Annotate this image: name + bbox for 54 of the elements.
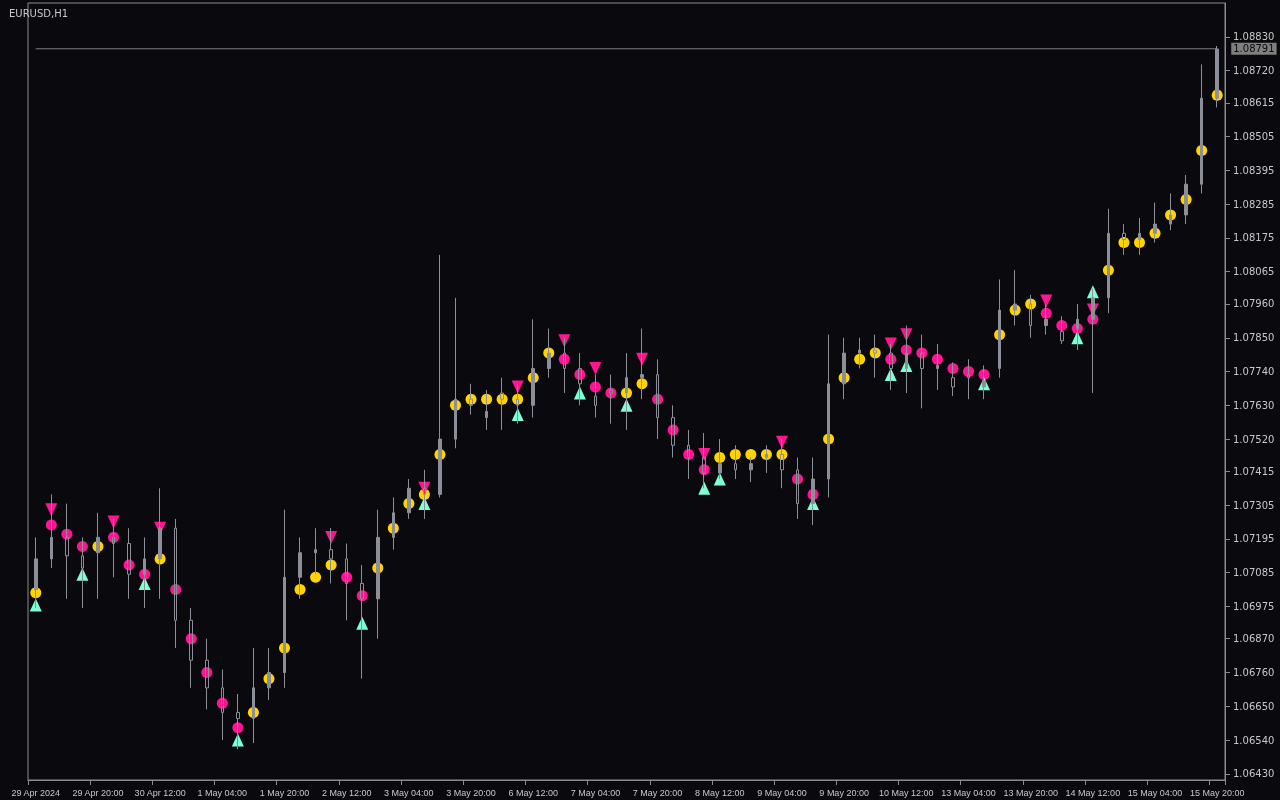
x-tick-label: 9 May 04:00 (757, 787, 807, 798)
ref-line-label: 1.08791 (1233, 43, 1275, 55)
point (713, 472, 726, 486)
x-tick-label: 7 May 04:00 (570, 787, 621, 798)
y-tick-label: 1.08065 (1233, 266, 1275, 278)
point (698, 481, 711, 495)
y-tick-label: 1.08720 (1233, 65, 1275, 77)
y-tick-label: 1.07850 (1233, 332, 1275, 344)
x-tick-label: 15 May 04:00 (1127, 787, 1183, 798)
point (589, 361, 602, 375)
y-tick-label: 1.08395 (1233, 164, 1275, 176)
y-tick-label: 1.07415 (1233, 465, 1275, 477)
y-tick-label: 1.06430 (1233, 768, 1275, 780)
x-tick-label: 6 May 12:00 (508, 787, 558, 798)
y-tick-label: 1.06760 (1233, 667, 1275, 679)
y-tick-label: 1.06540 (1233, 734, 1275, 746)
y-tick-label: 1.07305 (1233, 499, 1275, 511)
x-tick-label: 2 May 12:00 (321, 787, 372, 798)
x-tick-label: 8 May 12:00 (695, 787, 745, 798)
x-tick-label: 3 May 04:00 (384, 787, 434, 798)
y-tick-label: 1.08615 (1233, 97, 1275, 109)
y-tick-label: 1.06650 (1233, 700, 1275, 712)
y-tick-label: 1.07630 (1233, 399, 1275, 411)
x-tick-label: 13 May 04:00 (941, 787, 996, 798)
point (1040, 294, 1053, 308)
x-tick-label: 14 May 12:00 (1065, 787, 1121, 798)
x-tick-label: 9 May 20:00 (819, 787, 869, 798)
x-tick-label: 7 May 20:00 (632, 787, 683, 798)
x-tick-label: 15 May 20:00 (1189, 787, 1245, 798)
point (310, 571, 322, 583)
y-tick-label: 1.08505 (1233, 131, 1275, 143)
y-tick-label: 1.08175 (1233, 232, 1275, 244)
point (745, 448, 757, 460)
y-tick-label: 1.06870 (1233, 633, 1275, 645)
y-tick-label: 1.07085 (1233, 567, 1275, 579)
x-tick-label: 10 May 12:00 (879, 787, 934, 798)
y-tick-label: 1.07740 (1233, 366, 1275, 378)
point (884, 337, 897, 351)
candlestick (749, 457, 753, 483)
x-tick-label: 1 May 20:00 (259, 787, 310, 798)
y-tick-label: 1.07195 (1233, 533, 1275, 545)
x-tick-label: 3 May 20:00 (446, 787, 496, 798)
chart-title: EURUSD,H1 (9, 7, 69, 19)
y-tick-label: 1.06975 (1233, 600, 1275, 612)
x-tick-label: 30 Apr 12:00 (134, 787, 186, 798)
y-tick-label: 1.07520 (1233, 433, 1275, 445)
y-tick-label: 1.07960 (1233, 298, 1275, 310)
x-tick-label: 13 May 20:00 (1003, 787, 1058, 798)
candlestick (314, 527, 317, 575)
x-tick-label: 29 Apr 20:00 (72, 787, 124, 798)
x-tick-label: 29 Apr 2024 (11, 787, 61, 798)
y-tick-label: 1.08285 (1233, 198, 1275, 210)
x-tick-label: 1 May 04:00 (197, 787, 248, 798)
y-tick-label: 1.08830 (1233, 31, 1275, 43)
